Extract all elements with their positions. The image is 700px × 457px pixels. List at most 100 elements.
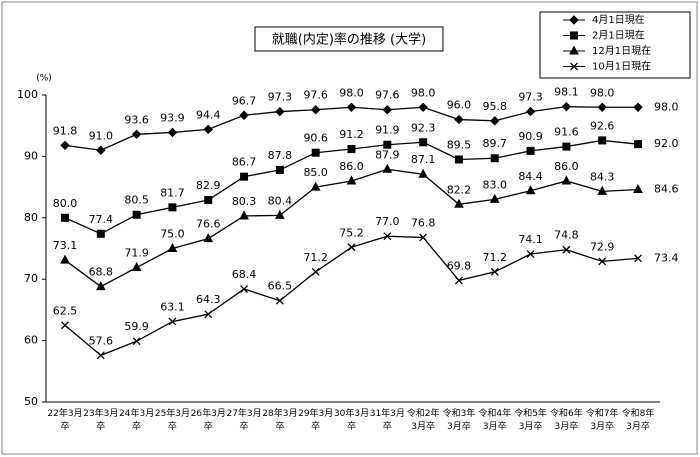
marker: [598, 136, 607, 145]
marker: [346, 175, 357, 185]
data-label: 74.8: [554, 229, 579, 242]
data-label: 73.1: [53, 239, 78, 252]
legend-label: 10月1日現在: [592, 61, 651, 73]
x-tick-label: 令和3年 3月卒: [442, 409, 476, 432]
y-axis-label: (%): [36, 74, 52, 84]
legend-marker: [570, 31, 578, 40]
x-tick-label: 令和8年 3月卒: [621, 409, 655, 432]
data-label: 85.0: [303, 166, 328, 179]
data-label: 93.6: [124, 113, 149, 126]
data-label: 90.9: [518, 130, 543, 143]
data-label: 77.4: [89, 213, 114, 226]
data-label: 82.2: [447, 183, 472, 196]
legend-label: 4月1日現在: [592, 14, 645, 26]
marker: [310, 105, 321, 115]
marker: [633, 183, 643, 194]
marker: [203, 124, 213, 135]
x-tick-label: 令和7年 3月卒: [585, 409, 619, 432]
data-label: 80.5: [124, 194, 149, 207]
marker: [454, 155, 463, 164]
data-label: 68.8: [89, 266, 114, 279]
marker: [454, 276, 463, 285]
data-label: 69.8: [447, 259, 472, 272]
marker: [275, 106, 285, 117]
data-label: 97.6: [375, 89, 400, 102]
marker: [633, 102, 643, 112]
marker: [490, 267, 499, 276]
data-label: 77.0: [375, 215, 400, 228]
data-label: 74.1: [518, 233, 543, 246]
marker: [526, 250, 535, 258]
marker: [61, 321, 69, 330]
marker: [561, 175, 572, 185]
marker: [561, 101, 572, 112]
data-label: 68.4: [232, 268, 257, 281]
marker: [311, 267, 320, 276]
marker: [275, 296, 284, 305]
marker: [489, 193, 500, 203]
marker: [311, 148, 320, 157]
marker: [167, 242, 178, 252]
y-tick-label: 80: [24, 211, 38, 224]
marker: [418, 102, 428, 112]
marker: [275, 165, 284, 174]
data-label: 86.7: [232, 156, 257, 169]
data-label: 86.0: [339, 160, 364, 173]
series-line: [64, 235, 639, 357]
x-tick-label: 26年3月 卒: [190, 409, 226, 432]
marker: [634, 254, 642, 263]
chart-title: 就職(内定)率の推移 (大学): [272, 32, 426, 48]
data-label: 57.6: [89, 334, 114, 347]
data-label: 59.9: [124, 320, 149, 333]
marker: [204, 195, 213, 204]
data-label: 96.7: [232, 94, 257, 107]
data-label: 87.1: [411, 153, 436, 166]
legend-label: 2月1日現在: [592, 30, 645, 42]
marker: [240, 172, 249, 181]
marker: [60, 254, 70, 264]
legend-marker: [569, 15, 579, 25]
x-tick-label: 令和6年 3月卒: [550, 409, 583, 432]
legend-marker: [570, 62, 578, 71]
marker: [347, 145, 356, 154]
data-label: 62.5: [53, 304, 78, 317]
x-tick-label: 24年3月 卒: [119, 409, 155, 432]
marker: [275, 209, 285, 219]
marker: [132, 337, 141, 346]
marker: [383, 232, 392, 241]
data-label: 76.6: [196, 218, 221, 231]
y-tick-label: 90: [24, 149, 38, 162]
x-tick-label: 28年3月 卒: [262, 409, 298, 432]
data-label: 96.0: [447, 99, 472, 112]
marker: [383, 140, 392, 149]
data-label: 71.9: [124, 247, 149, 260]
data-label: 72.9: [590, 240, 615, 253]
data-label: 63.1: [160, 301, 185, 314]
data-label: 76.8: [411, 216, 436, 229]
data-label: 98.0: [411, 86, 436, 99]
data-label: 90.6: [303, 132, 328, 145]
data-label: 97.3: [268, 91, 293, 104]
data-label: 98.0: [654, 100, 679, 113]
data-label: 84.6: [654, 183, 679, 196]
marker: [203, 233, 214, 243]
x-tick-label: 27年3月 卒: [226, 409, 262, 432]
data-label: 89.7: [483, 137, 508, 150]
marker: [490, 154, 499, 163]
data-label: 93.9: [160, 111, 185, 124]
data-label: 91.2: [339, 128, 364, 141]
marker: [382, 163, 393, 173]
data-label: 89.5: [447, 138, 472, 151]
marker: [525, 185, 536, 195]
marker: [418, 168, 428, 178]
data-label: 75.2: [339, 226, 364, 239]
x-tick-label: 令和5年 3月卒: [514, 409, 547, 432]
data-label: 84.3: [590, 170, 615, 183]
data-label: 80.3: [232, 195, 257, 208]
series-line: [64, 139, 639, 235]
data-label: 92.3: [411, 121, 436, 134]
data-label: 71.2: [483, 251, 508, 264]
marker: [598, 257, 607, 266]
data-label: 91.0: [89, 129, 114, 142]
